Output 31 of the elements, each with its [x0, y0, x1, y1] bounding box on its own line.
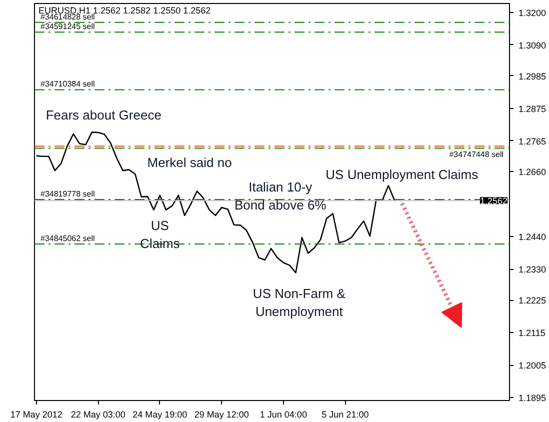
ref-line-label: #34845062 sell: [40, 234, 95, 244]
y-tick-label: 1.3090: [518, 40, 546, 50]
x-tick-label: 5 Jun 21:00: [322, 410, 369, 420]
x-tick-label: 29 May 12:00: [194, 410, 249, 420]
annotation: US Claims: [140, 218, 180, 252]
x-tick-label: 24 May 19:00: [132, 410, 188, 420]
y-tick-label: 1.2660: [518, 167, 546, 178]
y-tick-label: 1.2005: [518, 360, 546, 371]
ref-line-label: 1.2562: [480, 196, 508, 206]
ref-line-label: #34710384 sell: [40, 80, 95, 89]
ref-line-label: #34819778 sell: [40, 189, 95, 198]
annotation: Italian 10-y Bond above 6%: [234, 180, 327, 213]
y-tick-label: 1.2330: [518, 264, 546, 275]
y-tick-label: 1.1895: [518, 393, 546, 404]
x-tick-label: 1 Jun 04:00: [260, 410, 307, 420]
y-tick-label: 1.2225: [518, 296, 546, 306]
annotation: US Unemployment Claims: [326, 166, 479, 182]
ref-line-label: #34614828 sell: [40, 12, 95, 22]
x-tick-label: 22 May 03:00: [70, 410, 126, 420]
ref-line-label: #34747448 sell: [449, 150, 504, 160]
y-tick-label: 1.2765: [518, 136, 546, 146]
y-tick-label: 1.2985: [518, 71, 546, 82]
annotation: Merkel said no: [147, 155, 232, 170]
ref-line-label: #34591245 sell: [40, 22, 95, 32]
x-tick-label: 17 May 2012: [10, 410, 62, 420]
annotation: Fears about Greece: [46, 108, 162, 123]
y-tick-label: 1.2875: [518, 104, 546, 114]
y-tick-label: 1.3200: [518, 8, 546, 18]
y-tick-label: 1.2115: [518, 328, 546, 338]
y-tick-label: 1.2440: [518, 232, 546, 242]
annotation: US Non-Farm & Unemployment: [252, 286, 346, 320]
